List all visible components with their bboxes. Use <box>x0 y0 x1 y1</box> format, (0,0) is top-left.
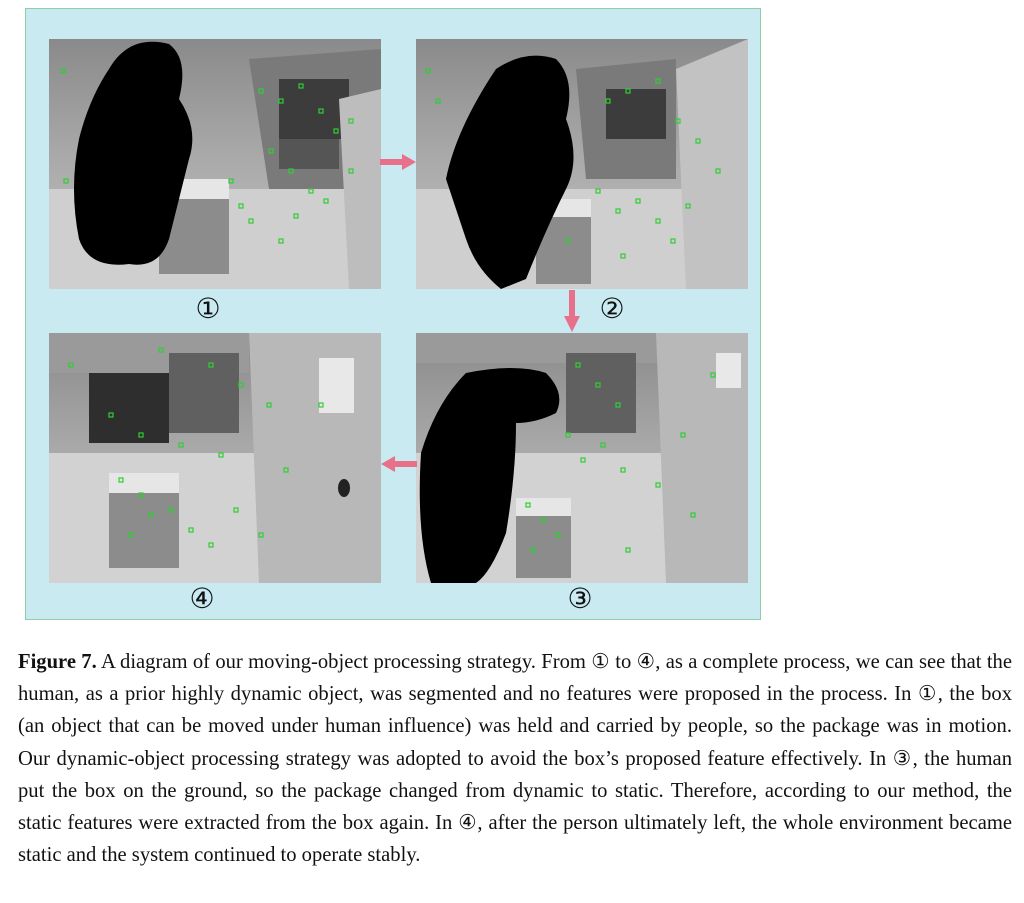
human-mask <box>419 368 560 583</box>
frame-step-2 <box>416 39 748 289</box>
figure-caption: Figure 7. A diagram of our moving-object… <box>18 646 1012 871</box>
step-label-2: ② <box>599 292 625 325</box>
feature-markers <box>525 362 716 553</box>
step-label-3: ③ <box>567 582 593 615</box>
step-label-1: ① <box>195 292 221 325</box>
step-label-4: ④ <box>189 582 215 615</box>
frame-step-4 <box>49 333 381 583</box>
feature-markers <box>60 68 354 244</box>
caption-label: Figure 7. <box>18 651 97 673</box>
frame-step-1 <box>49 39 381 289</box>
frame-step-3 <box>416 333 748 583</box>
feature-markers <box>425 68 721 259</box>
arrow-down-icon <box>564 290 580 332</box>
human-mask <box>74 41 193 265</box>
human-mask <box>446 55 574 289</box>
arrow-left-icon <box>381 456 417 472</box>
caption-text: A diagram of our moving-object processin… <box>18 651 1012 867</box>
arrow-right-icon <box>380 154 416 170</box>
feature-markers <box>68 347 324 548</box>
